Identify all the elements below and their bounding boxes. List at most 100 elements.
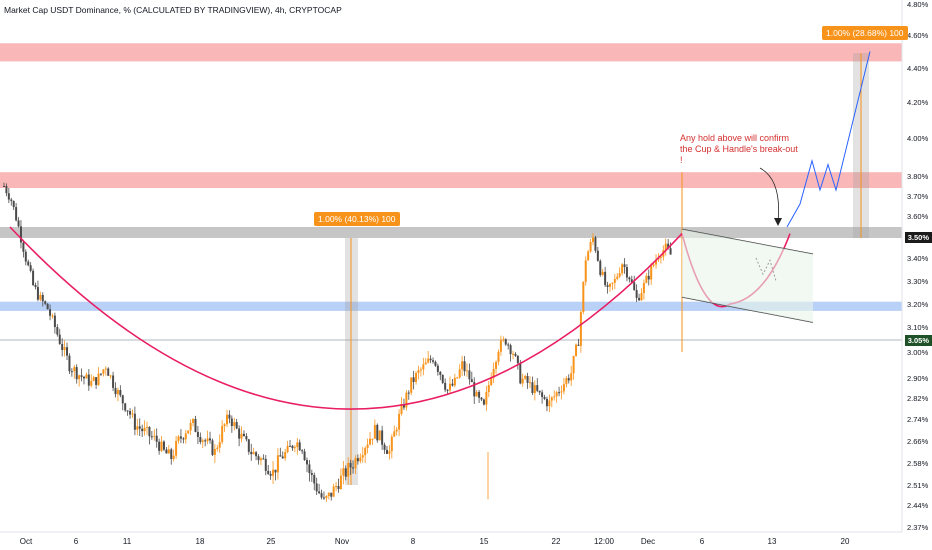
candle-body bbox=[245, 435, 248, 440]
candle-body bbox=[301, 450, 304, 452]
candle-body bbox=[126, 410, 129, 412]
candle-body bbox=[565, 378, 568, 385]
candle-body bbox=[305, 460, 308, 465]
candle-body bbox=[478, 391, 481, 398]
candle-body bbox=[577, 344, 580, 346]
candle-body bbox=[160, 441, 163, 451]
candle-body bbox=[587, 251, 590, 261]
candle-body bbox=[640, 292, 643, 301]
candle-body bbox=[441, 374, 444, 383]
candle-body bbox=[356, 458, 359, 462]
dotted-path bbox=[755, 257, 777, 282]
y-tick-label: 2.90% bbox=[907, 374, 929, 383]
candle-body bbox=[95, 377, 98, 385]
candle-body bbox=[567, 378, 570, 381]
candle-body bbox=[575, 344, 578, 356]
candle-body bbox=[17, 220, 20, 227]
candle-body bbox=[579, 312, 582, 346]
y-tick-label: 3.00% bbox=[907, 348, 929, 357]
candle-body bbox=[61, 343, 64, 350]
candle-body bbox=[90, 380, 93, 386]
candle-body bbox=[390, 436, 393, 452]
candle-body bbox=[143, 427, 146, 432]
candle-body bbox=[487, 385, 490, 393]
candle-body bbox=[376, 424, 379, 441]
candle-body bbox=[664, 243, 667, 251]
candle-body bbox=[226, 414, 228, 425]
candle-body bbox=[230, 418, 233, 427]
candle-body bbox=[221, 426, 224, 443]
candle-body bbox=[218, 442, 221, 448]
candle-body bbox=[359, 457, 362, 462]
candle-body bbox=[451, 383, 454, 386]
candle-body bbox=[436, 365, 439, 372]
candle-body bbox=[366, 444, 369, 449]
y-tick-label: 3.30% bbox=[907, 277, 929, 286]
candle-body bbox=[34, 285, 37, 288]
candle-body bbox=[497, 351, 500, 362]
candle-body bbox=[417, 370, 420, 373]
candle-body bbox=[422, 364, 425, 370]
candle-body bbox=[596, 250, 599, 261]
y-tick-label: 3.10% bbox=[907, 323, 929, 332]
candle-body bbox=[480, 397, 483, 400]
candle-body bbox=[625, 267, 628, 278]
x-tick-label: 6 bbox=[74, 537, 79, 546]
candle-body bbox=[162, 441, 165, 450]
candle-body bbox=[146, 426, 149, 428]
candle-body bbox=[647, 275, 650, 280]
candle-body bbox=[521, 378, 524, 384]
candle-body bbox=[550, 397, 553, 401]
candle-body bbox=[652, 264, 655, 266]
candle-body bbox=[570, 373, 573, 381]
y-tick-label: 3.20% bbox=[907, 300, 929, 309]
zone-support bbox=[0, 301, 902, 311]
candle-body bbox=[589, 241, 592, 252]
candle-body bbox=[659, 256, 662, 258]
y-tick-label: 3.70% bbox=[907, 192, 929, 201]
candle-body bbox=[315, 483, 318, 492]
y-tick-label: 4.00% bbox=[907, 134, 929, 143]
candle-body bbox=[444, 382, 447, 390]
candle-body bbox=[613, 278, 616, 283]
candle-body bbox=[606, 285, 609, 287]
zones-layer bbox=[0, 43, 902, 311]
candle-body bbox=[516, 355, 519, 364]
candle-body bbox=[592, 237, 595, 242]
candle-body bbox=[373, 424, 376, 439]
candle-body bbox=[175, 440, 178, 456]
cup-curve bbox=[9, 226, 683, 410]
candle-body bbox=[463, 361, 466, 372]
x-tick-label: Dec bbox=[641, 537, 655, 546]
x-tick-label: 11 bbox=[123, 537, 132, 546]
candle-body bbox=[22, 242, 25, 252]
measure-label-left: 1.00% (40.13%) 100 bbox=[314, 212, 400, 226]
candle-body bbox=[352, 467, 355, 469]
candle-body bbox=[296, 442, 299, 448]
candle-body bbox=[255, 452, 258, 457]
candle-body bbox=[184, 433, 187, 440]
candle-body bbox=[138, 426, 141, 429]
candle-body bbox=[172, 455, 175, 460]
candle-body bbox=[289, 445, 292, 447]
price-tag-lower: 3.05% bbox=[904, 335, 932, 346]
candle-body bbox=[87, 374, 90, 386]
y-tick-label: 2.66% bbox=[907, 437, 929, 446]
candle-body bbox=[155, 435, 158, 442]
drawings-layer bbox=[9, 51, 871, 410]
candle-body bbox=[63, 347, 66, 350]
candle-body bbox=[213, 448, 216, 455]
candle-body bbox=[327, 492, 330, 497]
candle-body bbox=[499, 339, 502, 352]
zone-resistance-upper bbox=[0, 43, 902, 62]
zone-neckline bbox=[0, 227, 902, 238]
candle-body bbox=[303, 451, 306, 461]
candle-body bbox=[322, 497, 325, 499]
candle-body bbox=[504, 339, 507, 345]
candle-body bbox=[407, 392, 410, 394]
candle-body bbox=[170, 449, 173, 460]
candle-body bbox=[36, 287, 39, 300]
candle-body bbox=[199, 436, 202, 442]
